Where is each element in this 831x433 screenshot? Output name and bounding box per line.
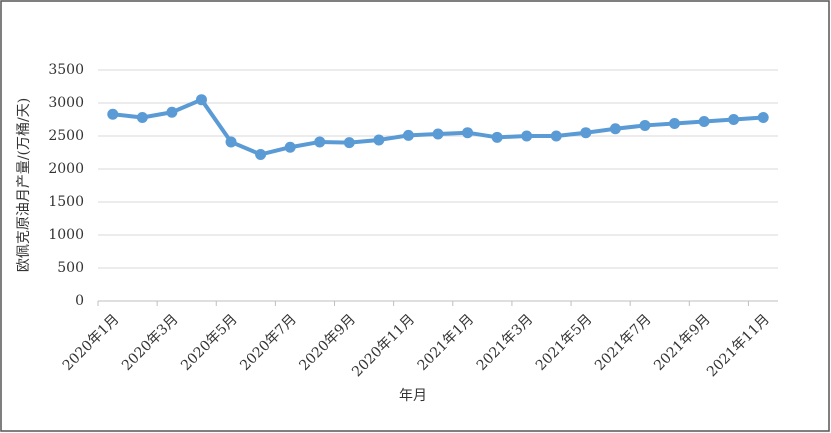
- y-tick-label: 2500: [48, 128, 84, 144]
- point: [491, 131, 503, 143]
- point: [609, 123, 621, 135]
- point: [757, 112, 769, 124]
- y-tick-label: 500: [57, 260, 84, 276]
- point: [728, 114, 740, 125]
- y-tick-label: 0: [75, 293, 84, 309]
- y-axis-label: 欧佩克原油月产量/(万桶/天): [16, 98, 32, 272]
- point: [314, 136, 326, 148]
- y-tick-label: 3500: [48, 62, 84, 78]
- y-tick-label: 3000: [48, 95, 84, 111]
- point: [432, 128, 444, 140]
- point: [580, 127, 592, 139]
- point: [462, 127, 474, 139]
- point: [195, 94, 207, 106]
- point: [166, 106, 178, 118]
- point: [550, 130, 562, 142]
- x-axis-label: 年月: [399, 388, 427, 404]
- point: [373, 134, 385, 146]
- y-tick-label: 2000: [48, 161, 84, 177]
- point: [107, 108, 119, 120]
- point: [136, 112, 148, 124]
- point: [639, 119, 651, 131]
- point: [402, 129, 414, 141]
- point: [669, 117, 681, 129]
- point: [698, 115, 710, 127]
- point: [225, 136, 237, 148]
- point: [521, 130, 533, 142]
- point: [255, 148, 267, 160]
- y-tick-label: 1500: [48, 194, 84, 210]
- point: [343, 137, 355, 149]
- point: [284, 141, 296, 153]
- y-tick-label: 1000: [48, 227, 84, 243]
